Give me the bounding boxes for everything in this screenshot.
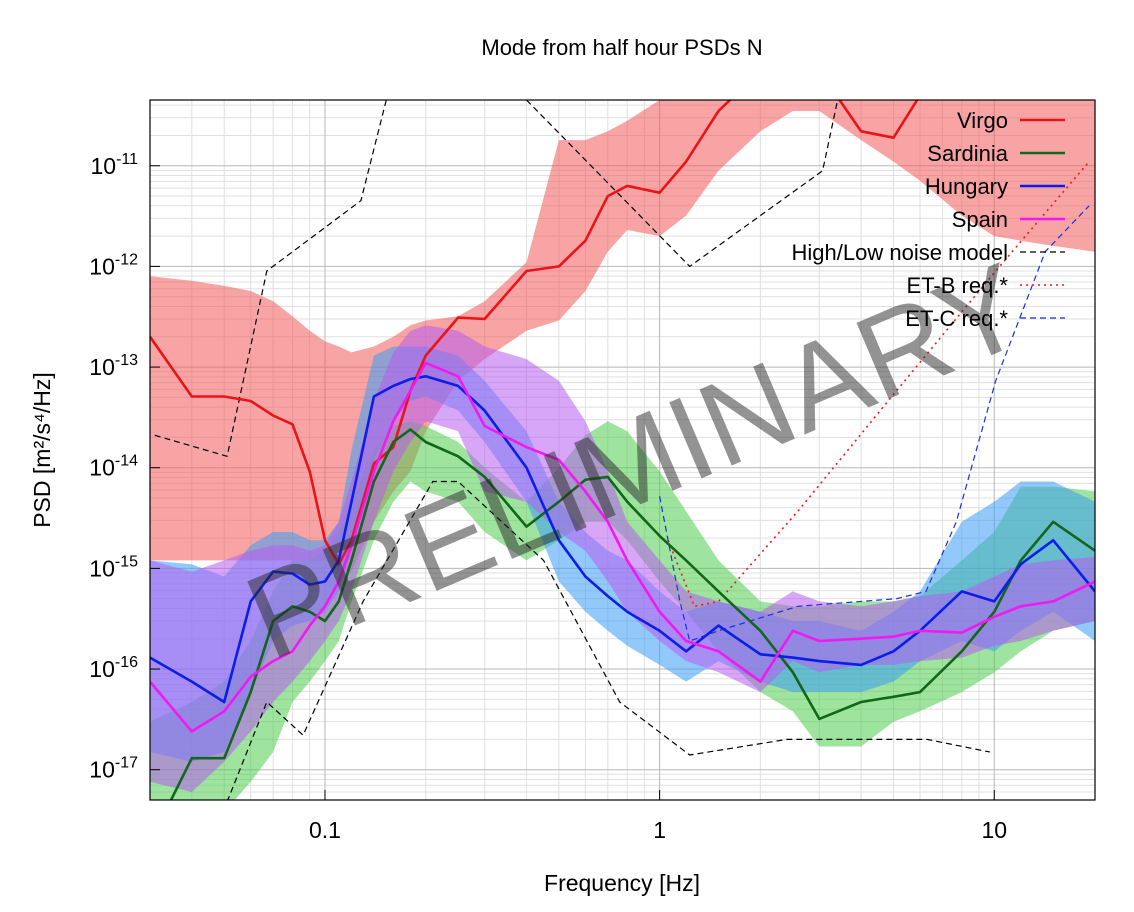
y-tick-label: 10-16 (89, 654, 138, 682)
legend-label: High/Low noise model (792, 240, 1008, 265)
y-tick-label: 10-11 (90, 151, 138, 179)
y-tick-label: 10-15 (89, 553, 138, 581)
model-line (154, 100, 839, 457)
chart-title: Mode from half hour PSDs N (481, 35, 762, 60)
legend-label: Sardinia (927, 141, 1008, 166)
x-tick-label: 0.1 (309, 817, 341, 843)
y-tick-label: 10-13 (89, 352, 138, 380)
legend-label: Spain (952, 207, 1008, 232)
series-line (150, 100, 919, 566)
x-axis-label: Frequency [Hz] (544, 870, 700, 896)
legend-label: Virgo (957, 108, 1008, 133)
legend: Virgo Sardinia Hungary Spain High/Low noise … (792, 108, 1065, 331)
y-tick-label: 10-12 (89, 251, 138, 279)
series-line (150, 375, 1095, 704)
x-tick-label: 1 (653, 817, 666, 843)
y-tick-label: 10-14 (89, 453, 138, 481)
x-tick-label: 10 (981, 817, 1007, 843)
plot-area (150, 100, 1095, 800)
legend-label: ET-C req.* (905, 306, 1008, 331)
band (150, 421, 1095, 800)
y-tick-label: 10-17 (89, 755, 138, 783)
series-line (659, 205, 1090, 642)
plot-frame (149, 99, 1096, 801)
legend-label: ET-B req.* (907, 273, 1009, 298)
model-line (227, 480, 990, 800)
legend-label: Hungary (925, 174, 1008, 199)
series-line (150, 361, 1095, 733)
series-line (169, 428, 1095, 800)
y-axis-label: PSD [m²/s⁴/Hz] (29, 372, 55, 528)
